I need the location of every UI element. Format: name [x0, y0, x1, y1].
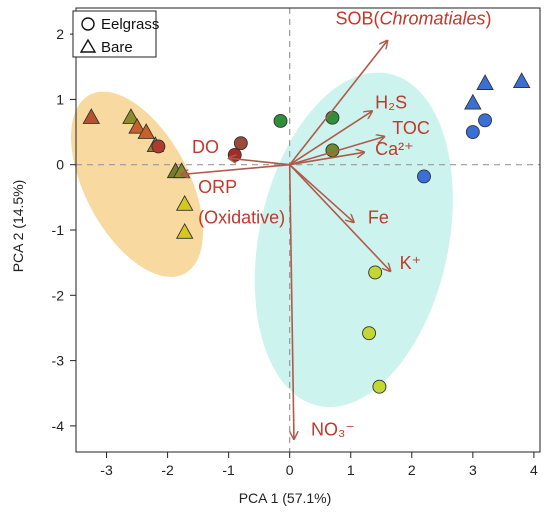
- data-point-16: [465, 125, 480, 140]
- loading-label-text-2: TOC: [392, 118, 430, 138]
- data-point-3: [137, 123, 155, 139]
- loading-label-8: K⁺: [400, 253, 422, 273]
- x-tick-label-7: 4: [530, 462, 538, 478]
- loading-arrow-7: [289, 164, 354, 222]
- data-point-17: [478, 113, 493, 128]
- y-tick-label-0: 2: [56, 26, 64, 42]
- loading-label-1: H₂S: [375, 93, 407, 113]
- legend-label-bare: Bare: [101, 39, 133, 56]
- axes: -3 -2 -1 0 1 2 3 4 2 1 0 -1 -2 -3 -4: [52, 7, 541, 478]
- x-axis-label: PCA 1 (57.1%): [239, 490, 332, 506]
- x-tick-label-4: 1: [347, 462, 355, 478]
- data-point-5: [151, 139, 166, 154]
- x-tick-label-1: -2: [161, 462, 174, 478]
- loading-arrow-4: [229, 158, 290, 166]
- legend-circle-icon: [81, 17, 95, 31]
- data-point-13: [325, 110, 340, 125]
- loading-label-text-8: K⁺: [400, 253, 422, 273]
- data-point-15: [417, 169, 431, 184]
- loading-arrow-1: [289, 111, 372, 166]
- x-tick-label-5: 2: [408, 462, 416, 478]
- y-tick-label-2: 0: [56, 157, 64, 173]
- data-point-22: [362, 326, 377, 341]
- y-tick-label-6: -4: [52, 418, 65, 434]
- loading-label-text-3: Ca²⁺: [375, 139, 414, 159]
- loading-label-9: NO₃⁻: [311, 420, 355, 440]
- loading-arrow-5: [181, 163, 290, 175]
- data-point-19: [476, 74, 494, 90]
- loading-label-7: Fe: [368, 207, 389, 227]
- loading-label-6: (Oxidative): [198, 207, 285, 227]
- y-tick-label-5: -3: [52, 353, 65, 369]
- loading-label-text-7: Fe: [368, 207, 389, 227]
- loading-arrow-2: [289, 137, 385, 166]
- data-point-9: [175, 223, 194, 239]
- loading-label-suffix-0: ): [486, 8, 492, 28]
- ellipse-bare: [71, 91, 204, 277]
- data-point-12: [273, 114, 288, 128]
- data-point-0: [82, 108, 101, 124]
- data-point-21: [368, 265, 383, 280]
- data-point-1: [122, 108, 140, 124]
- data-point-2: [128, 117, 146, 134]
- y-tick-label-4: -2: [52, 287, 65, 303]
- loading-label-0: SOB(Chromatiales): [335, 8, 491, 28]
- x-tick-label-0: -3: [100, 462, 113, 478]
- loading-label-2: TOC: [392, 118, 430, 138]
- data-point-18: [464, 93, 482, 110]
- loading-arrow-8: [289, 164, 391, 271]
- x-tick-label-2: -1: [222, 462, 235, 478]
- data-point-20: [512, 72, 531, 88]
- loading-arrow-0: [289, 41, 388, 166]
- loading-label-text-0: SOB(: [335, 8, 379, 28]
- legend: Eelgrass Bare: [72, 10, 159, 58]
- data-point-8: [175, 194, 194, 211]
- loading-label-text-5: ORP: [198, 177, 237, 197]
- legend-triangle-icon: [79, 38, 97, 53]
- loading-label-text-4: DO: [192, 137, 219, 157]
- loading-label-italic-0: Chromatiales: [379, 8, 485, 28]
- data-point-11: [233, 136, 248, 151]
- legend-label-eelgrass: Eelgrass: [101, 16, 159, 33]
- loading-label-3: Ca²⁺: [375, 139, 414, 159]
- y-axis-label: PCA 2 (14.5%): [10, 180, 26, 273]
- x-tick-label-3: 0: [286, 462, 294, 478]
- loading-label-4: DO: [192, 137, 219, 157]
- loading-label-text-1: H₂S: [375, 93, 407, 113]
- x-tick-label-6: 3: [469, 462, 477, 478]
- loading-arrow-9: [288, 164, 294, 439]
- y-tick-label-3: -1: [52, 222, 65, 238]
- loading-label-text-6: (Oxidative): [198, 207, 285, 227]
- y-tick-label-1: 1: [56, 91, 64, 107]
- loading-arrow-3: [289, 152, 364, 166]
- loading-label-5: ORP: [198, 177, 237, 197]
- loading-label-text-9: NO₃⁻: [311, 420, 355, 440]
- data-point-23: [372, 379, 387, 394]
- ellipse-eelgrass: [254, 72, 453, 408]
